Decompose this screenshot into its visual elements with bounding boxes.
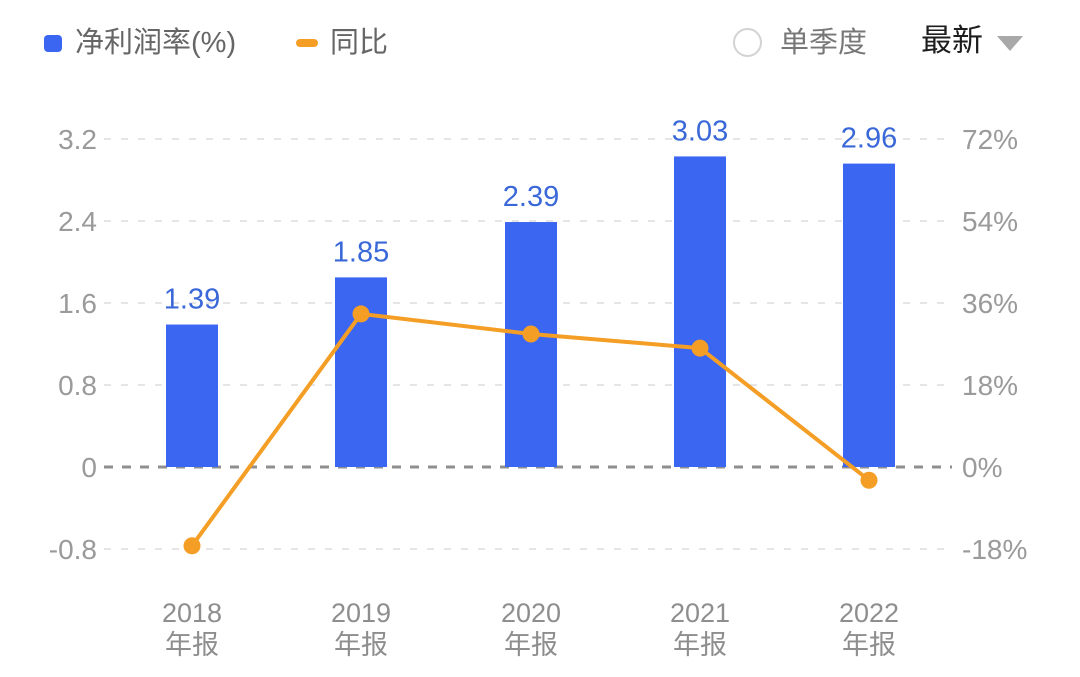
x-axis-label-year: 2021 [670,598,730,628]
x-axis-label-period: 年报 [504,630,558,660]
yoy-point[interactable] [522,325,540,343]
bar[interactable] [674,156,726,468]
x-axis-label-period: 年报 [842,630,896,660]
x-axis-label-period: 年报 [165,630,219,660]
right-axis-tick: -18% [962,534,1027,565]
single-quarter-label[interactable]: 单季度 [780,27,868,59]
yoy-point[interactable] [183,537,201,555]
left-axis-tick: 1.6 [58,288,97,319]
right-axis-tick: 72% [962,124,1018,155]
x-axis-label-year: 2022 [839,598,899,628]
x-axis-label-year: 2020 [501,598,561,628]
legend-item-net-margin[interactable]: 净利润率(%) [44,26,236,60]
x-axis-label-period: 年报 [673,630,727,660]
yoy-point[interactable] [860,471,878,489]
left-axis-tick: 0 [81,452,97,483]
bar-value-label: 2.96 [841,123,897,155]
right-axis-tick: 54% [962,206,1018,237]
left-axis-tick: 3.2 [58,124,97,155]
bar[interactable] [843,163,895,467]
right-axis-tick: 0% [962,452,1002,483]
chart-header: 净利润率(%) 同比 单季度 最新 [0,0,1080,80]
bar-value-label: 1.85 [333,236,389,268]
bar-value-label: 2.39 [503,181,559,213]
yoy-point[interactable] [352,305,370,323]
line-series-swatch-icon [296,39,318,47]
x-axis-label-period: 年报 [334,630,388,660]
bar-series-label: 净利润率(%) [75,27,237,59]
left-axis-tick: -0.8 [49,534,97,565]
left-axis-tick: 0.8 [58,370,97,401]
left-axis-tick: 2.4 [58,206,97,237]
period-dropdown-label: 最新 [921,23,983,58]
line-series-label: 同比 [330,27,389,59]
bar[interactable] [166,324,218,467]
single-quarter-radio[interactable] [733,28,762,57]
bar[interactable] [505,222,557,467]
legend-item-yoy[interactable]: 同比 [296,26,388,60]
bar-series-swatch-icon [44,34,62,52]
caret-down-icon [997,35,1023,51]
right-axis-tick: 36% [962,288,1018,319]
yoy-point[interactable] [691,339,709,357]
period-dropdown[interactable]: 最新 [921,23,1023,59]
bar-value-label: 1.39 [164,284,220,316]
x-axis-label-year: 2018 [162,598,222,628]
right-axis-tick: 18% [962,370,1018,401]
x-axis-label-year: 2019 [331,598,391,628]
bar-value-label: 3.03 [672,115,728,147]
